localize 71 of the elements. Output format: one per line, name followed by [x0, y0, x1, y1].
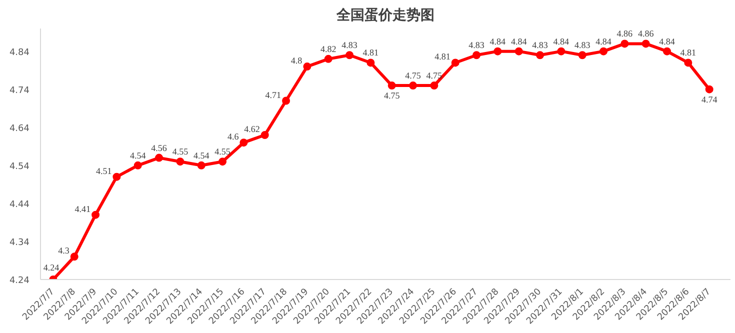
data-label: 4.54	[130, 150, 146, 160]
point	[218, 158, 227, 166]
point	[92, 210, 100, 219]
data-label: 4.74	[701, 94, 718, 104]
data-label: 4.41	[74, 204, 91, 214]
point	[197, 161, 206, 170]
point	[282, 96, 290, 105]
data-label: 4.3	[58, 246, 70, 256]
point	[472, 51, 481, 60]
data-label: 4.83	[468, 40, 485, 50]
point	[409, 82, 418, 90]
point	[155, 154, 164, 162]
data-label: 4.54	[193, 150, 210, 160]
data-label: 4.71	[265, 90, 282, 100]
point	[451, 58, 460, 67]
point	[642, 40, 650, 48]
data-label: 4.86	[638, 28, 654, 39]
data-label: 4.75	[426, 70, 443, 81]
data-label: 4.82	[320, 44, 336, 54]
data-label: 4.84	[490, 36, 506, 46]
data-label: 4.75	[405, 70, 422, 81]
data-label: 4.81	[680, 48, 696, 58]
data-label: 4.55	[214, 146, 231, 157]
point	[388, 82, 396, 90]
point	[557, 47, 566, 56]
point	[70, 252, 78, 261]
point	[514, 47, 523, 56]
y-tick-label: 4.64	[9, 124, 30, 134]
point	[324, 54, 332, 63]
point	[346, 51, 354, 60]
data-label: 4.75	[384, 90, 400, 101]
point	[134, 161, 142, 170]
point	[705, 85, 714, 94]
data-label: 4.62	[244, 124, 260, 134]
y-tick-label: 4.34	[9, 238, 30, 248]
point	[536, 51, 544, 60]
data-label: 4.83	[532, 40, 548, 50]
data-label: 4.84	[510, 36, 528, 46]
point	[684, 58, 692, 67]
point	[303, 62, 312, 71]
data-label: 4.55	[172, 146, 189, 157]
point	[620, 40, 629, 48]
point	[366, 58, 375, 67]
point	[430, 82, 438, 90]
point	[494, 47, 502, 56]
data-label: 4.6	[227, 132, 240, 142]
point	[578, 51, 586, 60]
y-tick-label: 4.74	[9, 86, 30, 96]
point	[600, 47, 608, 56]
data-label: 4.81	[362, 48, 379, 58]
data-label: 4.81	[434, 52, 450, 62]
y-tick-label: 4.84	[9, 48, 30, 58]
y-tick-label: 4.44	[9, 200, 30, 210]
point	[112, 172, 121, 181]
data-label: 4.86	[616, 28, 634, 39]
y-tick-label: 4.54	[9, 162, 30, 172]
data-label: 4.83	[342, 40, 358, 50]
chart-title: 全国蛋价走势图	[336, 8, 434, 24]
point	[260, 130, 269, 139]
point	[240, 138, 248, 147]
data-label: 4.84	[659, 36, 676, 46]
data-label: 4.83	[574, 40, 591, 50]
data-label: 4.51	[96, 166, 112, 176]
data-label: 4.56	[151, 142, 168, 153]
data-label: 4.84	[596, 36, 612, 46]
data-label: 4.24	[43, 262, 60, 272]
data-label: 4.8	[290, 56, 303, 66]
point	[663, 47, 672, 56]
point	[176, 158, 184, 166]
y-tick-label: 4.24	[9, 276, 30, 286]
data-label: 4.84	[553, 36, 570, 46]
